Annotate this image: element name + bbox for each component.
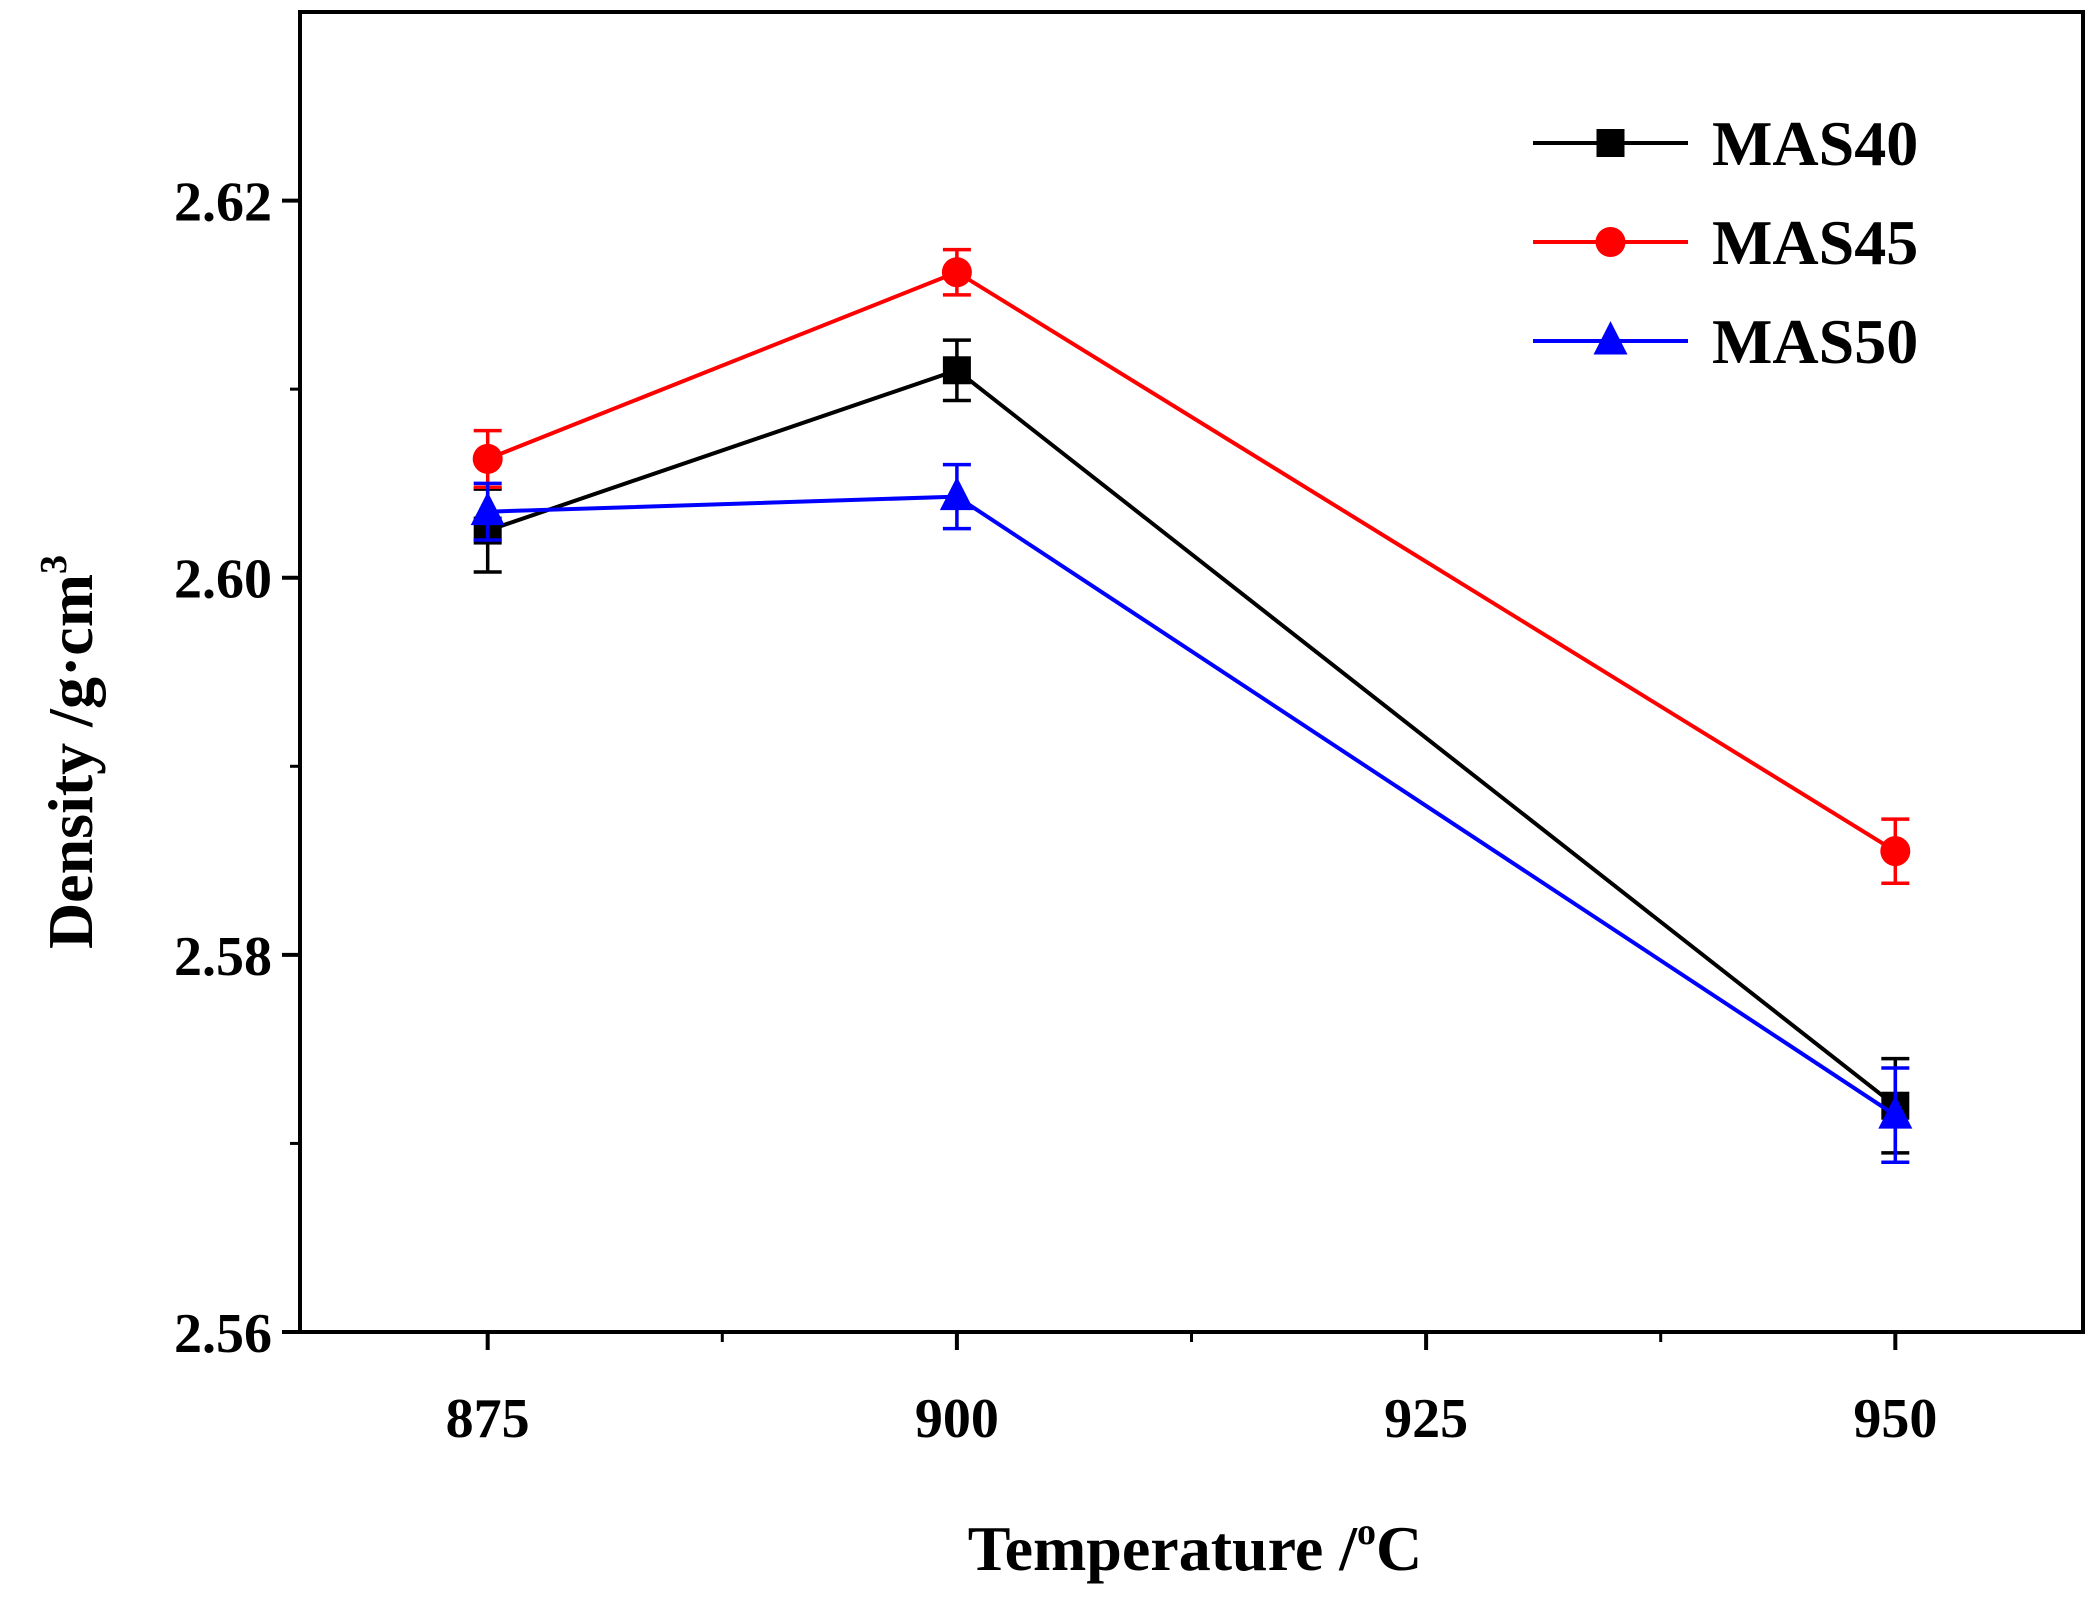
legend-marker-MAS45 [1595,227,1626,257]
series-line-MAS50 [487,494,1897,1117]
legend-label-MAS40: MAS40 [1712,108,1918,179]
legend-item-MAS40: MAS40 [1533,108,1918,179]
legend-marker-MAS40 [1596,129,1625,157]
y-axis-title: Density /g·cm3 [33,555,106,949]
x-tick-label-950: 950 [1853,1388,1937,1450]
y-tick-label-2.58: 2.58 [174,926,272,988]
series-MAS50 [470,462,1913,1165]
y-tick-label-2.60: 2.60 [174,549,272,611]
legend-item-MAS50: MAS50 [1533,306,1918,377]
x-tick-label-925: 925 [1384,1388,1468,1450]
data-point-MAS45-875 [472,443,503,474]
legend-label-MAS45: MAS45 [1712,207,1918,278]
data-point-MAS40-900 [942,356,971,385]
series-layer [470,247,1913,1165]
legend-label-MAS50: MAS50 [1712,306,1918,377]
legend-marker-MAS50 [1593,321,1628,355]
data-point-MAS50-900 [939,476,974,511]
series-line-MAS45 [486,269,1897,853]
data-point-MAS45-900 [941,257,972,288]
data-point-MAS50-950 [1878,1095,1913,1129]
x-tick-label-875: 875 [446,1388,530,1450]
series-MAS45 [472,247,1911,885]
legend-item-MAS45: MAS45 [1533,207,1918,278]
data-point-MAS50-875 [470,491,505,526]
x-tick-label-900: 900 [915,1388,999,1450]
legend: MAS40 MAS45 MAS50 [1533,108,1918,377]
y-tick-label-2.62: 2.62 [174,172,272,234]
x-axis-title: Temperature /oC [968,1511,1423,1584]
axes: 875 900 925 950 2.56 2.58 2.60 2.62 [174,10,2085,1450]
series-MAS40 [473,338,1910,1155]
series-line-MAS40 [487,368,1897,1108]
data-point-MAS45-950 [1880,836,1911,867]
y-tick-label-2.56: 2.56 [174,1303,272,1365]
